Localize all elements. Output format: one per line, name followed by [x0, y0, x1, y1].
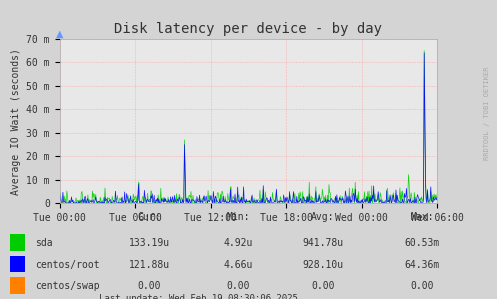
Text: ▲: ▲ [56, 29, 64, 39]
Text: RRDTOOL / TOBI OETIKER: RRDTOOL / TOBI OETIKER [484, 67, 490, 160]
Text: 64.36m: 64.36m [405, 260, 440, 270]
Text: Min:: Min: [227, 212, 250, 222]
Text: 133.19u: 133.19u [129, 238, 169, 248]
Text: 121.88u: 121.88u [129, 260, 169, 270]
Text: Max:: Max: [411, 212, 434, 222]
FancyBboxPatch shape [10, 234, 25, 251]
Text: Cur:: Cur: [137, 212, 161, 222]
Text: 0.00: 0.00 [227, 281, 250, 292]
Text: 0.00: 0.00 [137, 281, 161, 292]
Text: 4.92u: 4.92u [224, 238, 253, 248]
Text: 0.00: 0.00 [311, 281, 335, 292]
Text: 0.00: 0.00 [411, 281, 434, 292]
Text: 60.53m: 60.53m [405, 238, 440, 248]
Text: Last update: Wed Feb 19 08:30:06 2025: Last update: Wed Feb 19 08:30:06 2025 [99, 295, 298, 299]
Text: 941.78u: 941.78u [303, 238, 343, 248]
FancyBboxPatch shape [10, 256, 25, 272]
Title: Disk latency per device - by day: Disk latency per device - by day [114, 22, 383, 36]
FancyBboxPatch shape [10, 277, 25, 294]
Text: 4.66u: 4.66u [224, 260, 253, 270]
Text: Avg:: Avg: [311, 212, 335, 222]
Text: 928.10u: 928.10u [303, 260, 343, 270]
Y-axis label: Average IO Wait (seconds): Average IO Wait (seconds) [11, 48, 21, 195]
Text: centos/swap: centos/swap [35, 281, 99, 292]
Text: sda: sda [35, 238, 52, 248]
Text: centos/root: centos/root [35, 260, 99, 270]
